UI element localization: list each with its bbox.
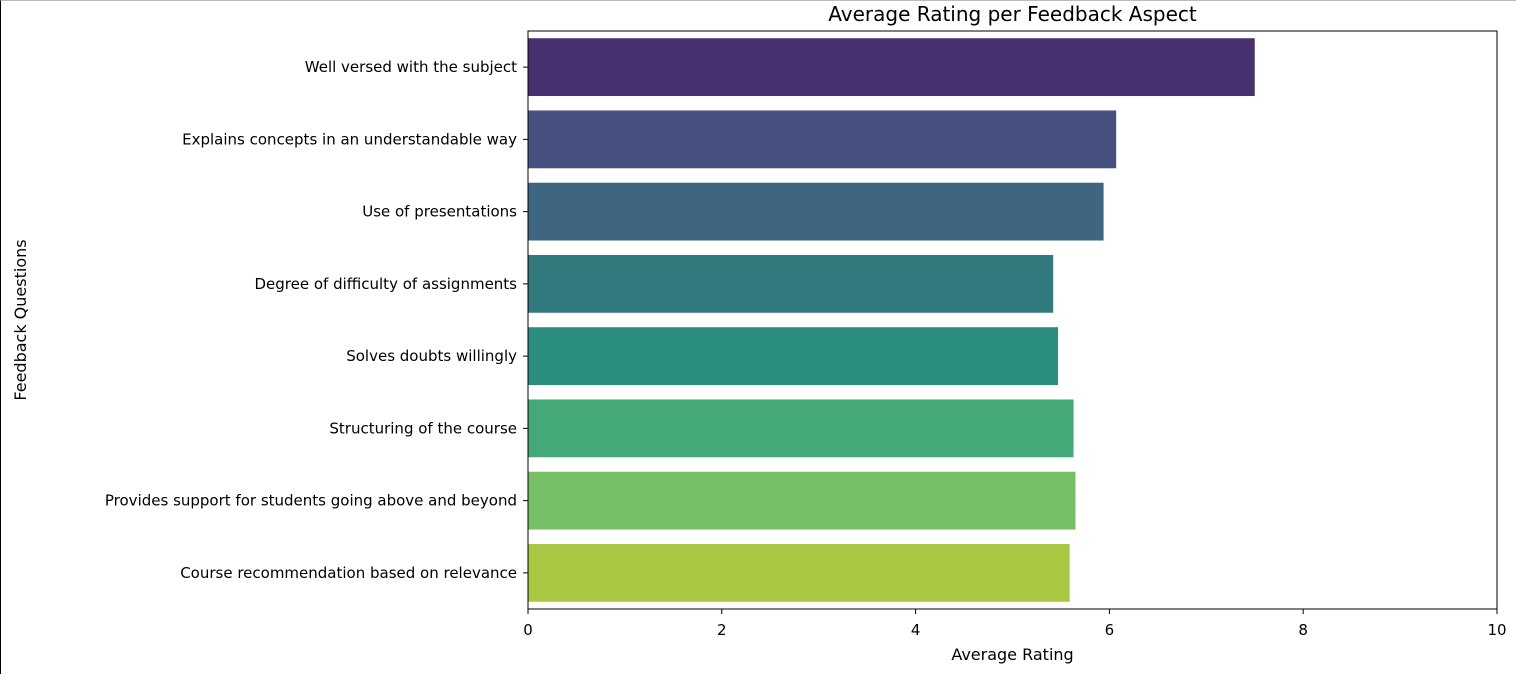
y-axis-ticks: Well versed with the subject Explains con…	[105, 58, 528, 582]
y-tick-label: Provides support for students going abov…	[105, 492, 517, 510]
y-tick-label: Use of presentations	[362, 203, 517, 221]
bar-7	[528, 471, 1076, 530]
chart-title: Average Rating per Feedback Aspect	[828, 2, 1197, 26]
plot-area-frame	[527, 30, 1498, 610]
x-tick-label: 8	[1298, 621, 1308, 639]
x-tick-label: 6	[1105, 621, 1115, 639]
y-tick-label: Structuring of the course	[329, 419, 517, 437]
y-tick-label: Solves doubts willingly	[346, 347, 517, 365]
x-tick-label: 4	[911, 621, 921, 639]
bar-5	[528, 327, 1059, 386]
x-tick-label: 10	[1487, 621, 1506, 639]
x-axis-label: Average Rating	[951, 645, 1073, 664]
x-tick-label: 2	[717, 621, 727, 639]
x-tick-label: 0	[523, 621, 533, 639]
bars-group	[528, 38, 1255, 602]
y-tick-label: Degree of difficulty of assignments	[254, 275, 517, 293]
y-tick-label: Explains concepts in an understandable w…	[182, 130, 517, 148]
bar-4	[528, 254, 1054, 313]
bar-2	[528, 110, 1117, 169]
x-axis-ticks: 0 2 4 6 8 10	[523, 609, 1507, 639]
bar-1	[528, 38, 1255, 97]
y-tick-label: Well versed with the subject	[305, 58, 517, 76]
y-tick-label: Course recommendation based on relevance	[180, 564, 517, 582]
bar-3	[528, 182, 1104, 241]
bar-6	[528, 399, 1074, 458]
bar-8	[528, 543, 1070, 602]
y-axis-label: Feedback Questions	[11, 239, 30, 400]
